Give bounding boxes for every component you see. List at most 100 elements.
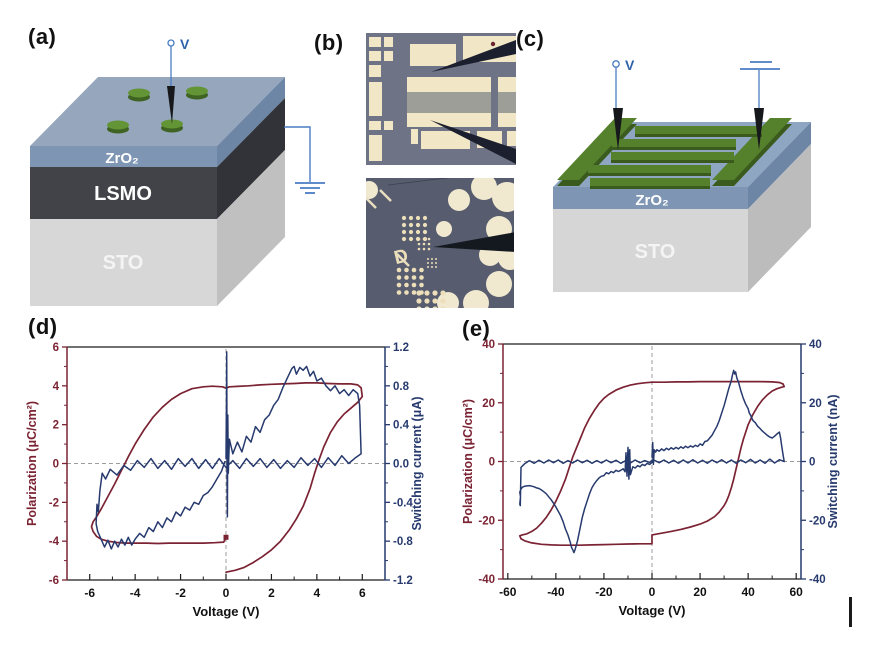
- optical-micrograph-top: [366, 33, 516, 165]
- voltage-label: V: [180, 36, 190, 52]
- dot-pad: [417, 242, 421, 246]
- x-tick-label: -40: [547, 585, 565, 599]
- x-tick-label: 40: [741, 585, 755, 599]
- dot-pad: [427, 242, 431, 246]
- dot-pad: [422, 247, 426, 251]
- x-tick-label: -2: [175, 586, 186, 600]
- dot-pad: [419, 275, 424, 280]
- dot-pad: [422, 242, 426, 246]
- y-left-tick-label: -6: [49, 575, 59, 587]
- dot-pad: [396, 267, 402, 273]
- dot-pad: [440, 298, 446, 304]
- panel-b-label: (b): [314, 30, 344, 55]
- dot-pad: [401, 215, 407, 221]
- dot-pad: [431, 266, 433, 268]
- dot-pad: [415, 215, 421, 221]
- x-tick-label: 20: [693, 585, 707, 599]
- y-left-tick-label: 4: [53, 381, 60, 393]
- dot-pad: [424, 298, 430, 304]
- y-left-tick-label: 40: [482, 339, 495, 351]
- dot-pad: [415, 222, 421, 228]
- y-left-tick-label: -2: [49, 497, 59, 509]
- chart-d-hysteresis: -6 -4 -2 0 2 4 6 -6 -4 -2 0 2 4 6 -1.2 -0.8 -0.4 0.0 0.4 0.…: [25, 342, 424, 619]
- sto-side-face: [748, 144, 811, 292]
- dot-pad: [427, 258, 429, 260]
- dot-pad: [424, 306, 430, 308]
- y-right-axis-title: Switching current (μA): [410, 396, 424, 530]
- voltage-terminal-icon: [612, 60, 620, 68]
- y-right-tick-label: 0.0: [393, 459, 409, 471]
- dot-pad: [432, 290, 438, 296]
- dot-pad: [404, 290, 409, 295]
- electrode-pad: [107, 120, 129, 134]
- dot-pad: [427, 247, 431, 251]
- y-left-axis-title: Polarization (μC/cm²): [461, 399, 475, 524]
- dot-pad: [411, 290, 417, 295]
- y-right-axis-title: Switching current (nA): [826, 394, 840, 528]
- y-right-tick-label: 40: [809, 339, 822, 351]
- y-right-tick-label: -0.4: [393, 497, 413, 509]
- stack-diagram-a: V ZrO₂ LSMO STO: [30, 36, 325, 306]
- probe-needle-icon: [754, 108, 764, 150]
- y-right-tick-label: -40: [809, 574, 826, 586]
- dot-pad: [408, 229, 414, 235]
- series-polarization_loop: [518, 380, 786, 547]
- lsmo-front-face: [30, 167, 217, 219]
- zro2-front-face: [30, 146, 217, 167]
- dot-pad: [396, 290, 402, 295]
- sto-front-face: [553, 209, 748, 292]
- x-tick-label: 4: [314, 586, 321, 600]
- dot-pad: [431, 262, 433, 264]
- y-right-tick-label: -20: [809, 515, 826, 527]
- y-right-tick-label: 0: [809, 457, 815, 469]
- dot-pad: [401, 222, 407, 228]
- dot-pad: [408, 215, 414, 221]
- dot-pad: [408, 222, 414, 228]
- y-right-tick-label: -0.8: [393, 536, 413, 548]
- dot-pad: [396, 282, 402, 288]
- lsmo-side-face: [217, 98, 285, 219]
- y-left-tick-label: -20: [478, 515, 495, 527]
- y-right-tick-label: 20: [809, 398, 822, 410]
- y-right-tick-label: 0.4: [393, 420, 410, 432]
- x-tick-label: -60: [499, 585, 517, 599]
- probe-needle-icon: [167, 86, 175, 124]
- ground-icon: [295, 182, 325, 194]
- sto-layer-label: STO: [635, 241, 676, 263]
- y-right-tick-label: 1.2: [393, 342, 409, 354]
- x-tick-label: 0: [223, 586, 230, 600]
- dot-pad: [401, 229, 407, 235]
- x-tick-label: -6: [84, 586, 95, 600]
- dot-pad: [417, 247, 421, 251]
- dot-pad: [416, 290, 422, 296]
- y-left-tick-label: -4: [49, 536, 60, 548]
- top-electrode-pads: [107, 86, 208, 134]
- zro2-top-face: [30, 77, 285, 146]
- zro2-front-face: [553, 187, 748, 209]
- dot-pad: [427, 262, 429, 264]
- alignment-marks: [366, 189, 410, 267]
- dot-pad: [415, 229, 421, 235]
- dot-pad: [401, 236, 407, 242]
- dot-pad: [435, 262, 437, 264]
- dot-pad: [416, 306, 422, 308]
- micrograph-panel-b: D: [366, 33, 516, 308]
- dot-pad: [427, 237, 431, 241]
- stack-diagram-c: V ZrO₂ STO: [553, 57, 811, 292]
- dot-pad: [422, 215, 428, 221]
- dot-pad: [432, 298, 438, 304]
- x-tick-label: 6: [359, 586, 366, 600]
- x-axis-title: Voltage (V): [193, 604, 260, 619]
- electrode-bus-right: [712, 118, 792, 180]
- probe-needle-icon: [430, 120, 516, 164]
- dot-pad: [419, 282, 424, 288]
- dot-pad: [432, 306, 438, 308]
- voltage-terminal-icon: [167, 39, 175, 47]
- dot-pad: [396, 275, 402, 280]
- dot-pad: [422, 222, 428, 228]
- panel-d-label: (d): [28, 314, 58, 339]
- y-left-axis-title: Polarization (μC/cm²): [25, 401, 39, 526]
- die-letter-mark: D: [392, 245, 410, 269]
- voltage-label: V: [625, 57, 635, 73]
